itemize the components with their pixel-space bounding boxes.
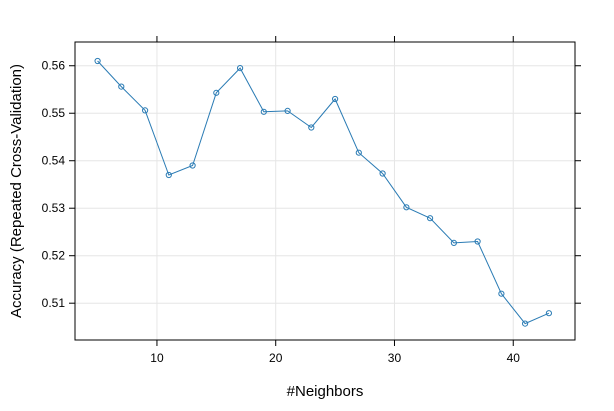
data-point	[142, 107, 149, 114]
data-point	[94, 57, 101, 65]
y-tick-label: 0.54	[42, 154, 66, 168]
series-group	[94, 57, 553, 327]
x-tick-label: 20	[269, 351, 283, 365]
series-line	[97, 60, 550, 325]
y-tick-label: 0.55	[42, 106, 66, 120]
data-point	[308, 124, 315, 131]
x-axis-title: #Neighbors	[287, 383, 364, 400]
x-tick-label: 10	[150, 351, 164, 365]
y-axis-title: Accuracy (Repeated Cross-Validation)	[8, 64, 25, 318]
data-point	[474, 238, 481, 245]
tick-labels: 0.51 0.52 0.53 0.54 0.55 0.56 10 20 30 40	[42, 59, 521, 365]
y-tick-label: 0.51	[42, 296, 66, 310]
data-point	[522, 320, 529, 327]
y-tick-label: 0.53	[42, 201, 66, 215]
data-point	[379, 170, 386, 177]
data-point	[355, 149, 362, 156]
data-point	[237, 65, 244, 72]
y-tick-label: 0.56	[42, 59, 66, 73]
data-point	[118, 83, 125, 90]
data-point	[332, 95, 339, 103]
axis-ticks	[69, 36, 581, 346]
data-point	[403, 204, 410, 211]
data-point	[213, 89, 220, 96]
y-tick-label: 0.52	[42, 249, 66, 263]
data-point	[427, 215, 434, 222]
data-point	[545, 310, 553, 317]
data-point	[165, 171, 172, 179]
data-point	[260, 108, 267, 115]
data-point	[498, 290, 505, 297]
data-point	[450, 239, 457, 246]
data-point	[189, 162, 196, 169]
x-tick-label: 30	[388, 351, 402, 365]
data-point	[284, 107, 291, 115]
x-tick-label: 40	[507, 351, 521, 365]
plot-panel	[74, 41, 576, 341]
